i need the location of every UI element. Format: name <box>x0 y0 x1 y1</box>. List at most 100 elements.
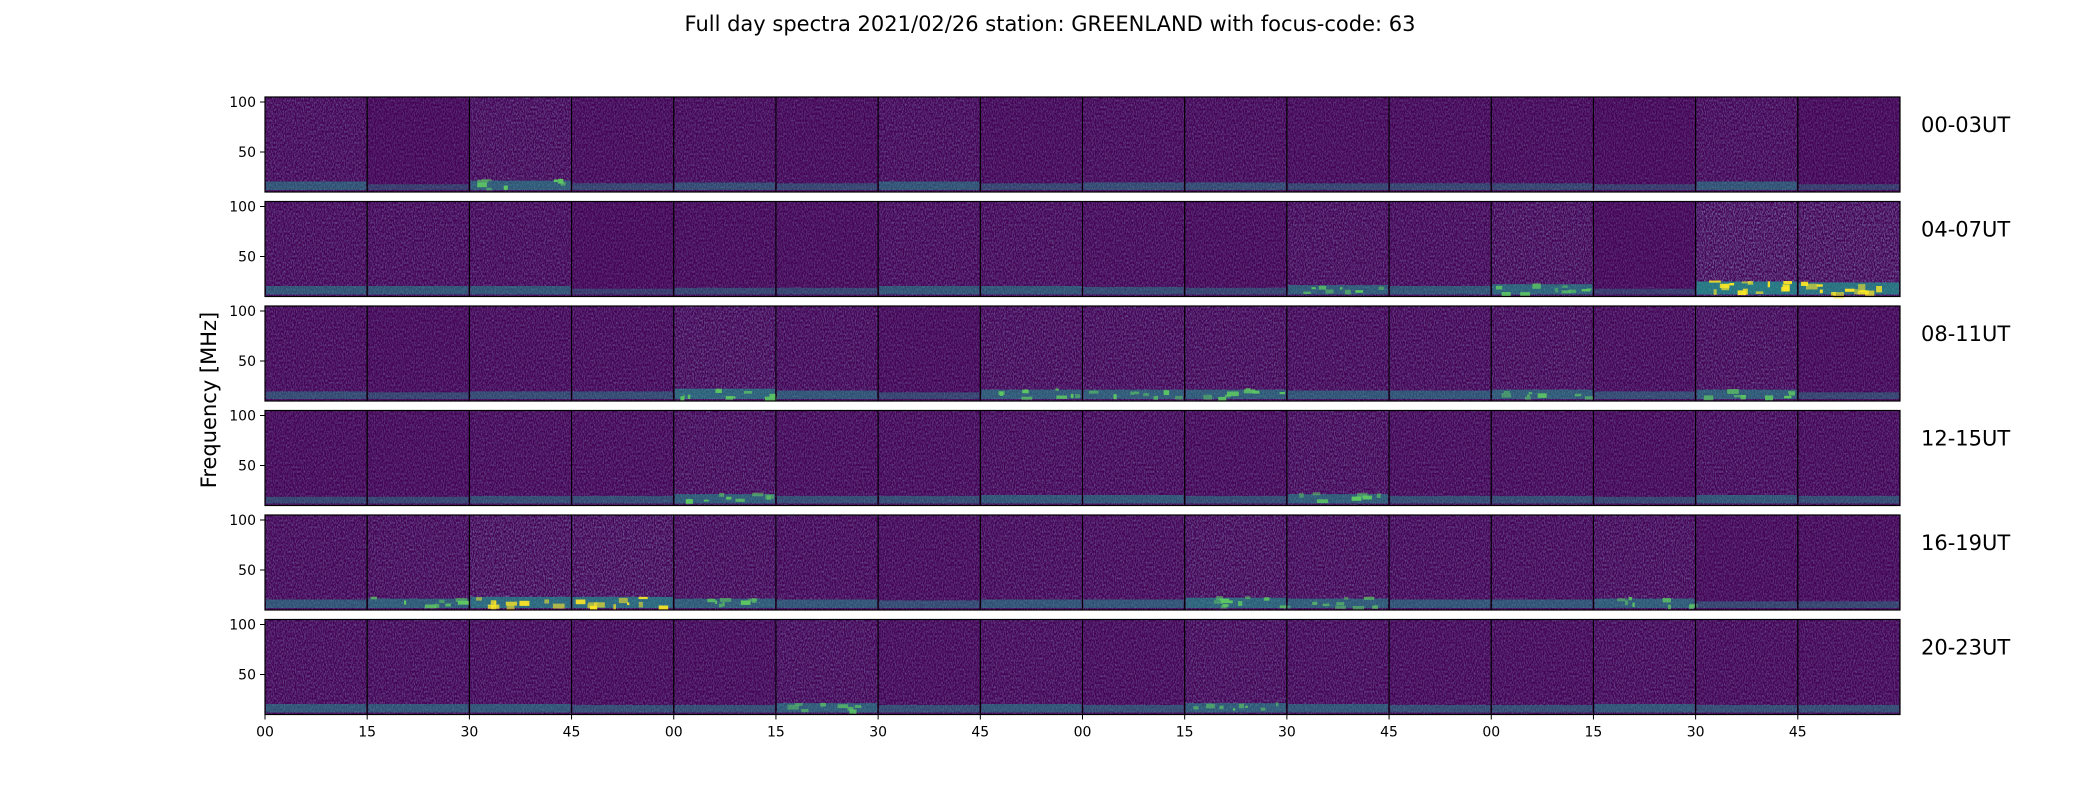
spectrum-panel <box>1082 201 1186 297</box>
spectrum-panel <box>1592 619 1697 715</box>
panel-noise <box>571 306 674 401</box>
spectrum-panel <box>673 305 777 402</box>
y-tick-label: 100 <box>229 200 256 216</box>
spectrum-panel <box>264 96 368 193</box>
row-frame <box>264 200 1901 298</box>
emission-streak <box>1218 396 1227 401</box>
emission-band <box>572 288 673 295</box>
emission-streak <box>1193 706 1199 710</box>
x-tick-label: 15 <box>767 725 785 741</box>
emission-streak <box>1312 601 1318 605</box>
emission-streak <box>1316 499 1329 504</box>
spectrum-panel <box>1490 410 1594 506</box>
emission-band <box>674 182 775 190</box>
emission-band <box>1594 391 1695 399</box>
emission-streak <box>1312 492 1321 496</box>
emission-streak <box>687 394 691 399</box>
emission-streak <box>704 499 709 502</box>
emission-streak <box>1219 598 1230 601</box>
x-tick-label: 15 <box>1176 725 1194 741</box>
emission-band <box>1083 599 1184 608</box>
spectrum-panel <box>468 410 573 506</box>
spectrum-panel <box>1592 305 1697 402</box>
emission-streak <box>1252 390 1260 394</box>
y-tick-label: 50 <box>238 668 256 684</box>
spectrum-panel <box>1490 514 1594 611</box>
emission-band <box>1287 704 1389 713</box>
panel-noise <box>1491 410 1594 506</box>
spectrum-panel <box>1490 619 1594 715</box>
spectrum-panel <box>571 410 675 506</box>
spectrum-panel <box>1797 514 1901 611</box>
emission-band <box>1185 287 1286 295</box>
emission-streak <box>1876 286 1882 293</box>
emission-streak <box>707 598 716 603</box>
spectrum-panel <box>877 305 981 402</box>
spectrum-panel <box>673 201 777 297</box>
emission-streak <box>769 393 776 398</box>
panel-noise <box>469 97 572 192</box>
panel-noise <box>265 410 368 506</box>
spectrum-panel <box>468 96 573 193</box>
emission-streak <box>1203 394 1213 400</box>
emission-band <box>368 704 469 713</box>
emission-band <box>572 495 673 504</box>
panel-noise <box>1286 410 1390 506</box>
emission-streak <box>764 396 777 402</box>
panel-noise <box>1491 515 1594 610</box>
emission-streak <box>1245 705 1248 708</box>
panel-noise <box>1286 306 1390 401</box>
emission-band <box>1798 184 1899 190</box>
emission-streak <box>1357 492 1368 498</box>
emission-streak <box>1219 705 1224 710</box>
panel-noise <box>1082 515 1185 610</box>
emission-band <box>368 184 469 190</box>
emission-streak <box>1729 283 1735 286</box>
emission-streak <box>1363 596 1375 600</box>
spectrum-panel <box>1592 514 1698 611</box>
panel-noise <box>1797 619 1900 715</box>
spectrum-panel <box>468 514 573 611</box>
spectrum-panel <box>979 514 1083 611</box>
y-tick-label: 50 <box>238 250 256 266</box>
panel-noise <box>775 201 879 297</box>
emission-streak <box>1767 281 1770 288</box>
spectrum-panel <box>1695 514 1799 611</box>
y-tick-label: 100 <box>229 409 256 425</box>
emission-band <box>266 181 367 190</box>
panel-noise <box>1593 410 1696 506</box>
spectrum-panel <box>1797 305 1901 402</box>
row-frame <box>264 409 1901 507</box>
emission-band <box>368 392 469 399</box>
emission-streak <box>558 178 564 184</box>
spectrum-panel <box>877 514 981 611</box>
emission-band <box>266 599 367 608</box>
emission-streak <box>1336 602 1345 606</box>
spectrum-panel <box>979 619 1083 715</box>
emission-streak <box>1628 597 1632 601</box>
emission-band <box>1185 597 1286 608</box>
spectrum-panel <box>1592 96 1697 193</box>
emission-streak <box>503 185 508 190</box>
panel-noise <box>571 619 674 715</box>
emission-streak <box>1303 291 1311 294</box>
emission-band <box>1594 704 1695 713</box>
panel-noise <box>469 306 572 401</box>
panel-noise <box>980 97 1083 192</box>
emission-streak <box>801 709 809 713</box>
panel-noise <box>367 619 470 715</box>
emission-band <box>266 391 367 399</box>
emission-streak <box>1833 292 1844 299</box>
panel-noise <box>367 306 470 401</box>
panel-noise <box>1389 619 1492 715</box>
y-tick-label: 100 <box>229 513 256 529</box>
row-time-label: 20-23UT <box>1921 636 2010 660</box>
spectrum-panel <box>775 619 879 715</box>
emission-streak <box>1668 604 1672 610</box>
row-frame <box>264 96 1901 193</box>
emission-streak <box>1689 603 1698 608</box>
emission-band <box>1185 703 1286 713</box>
panel-noise <box>878 410 981 506</box>
panel-noise <box>878 515 981 610</box>
emission-band <box>674 704 775 713</box>
